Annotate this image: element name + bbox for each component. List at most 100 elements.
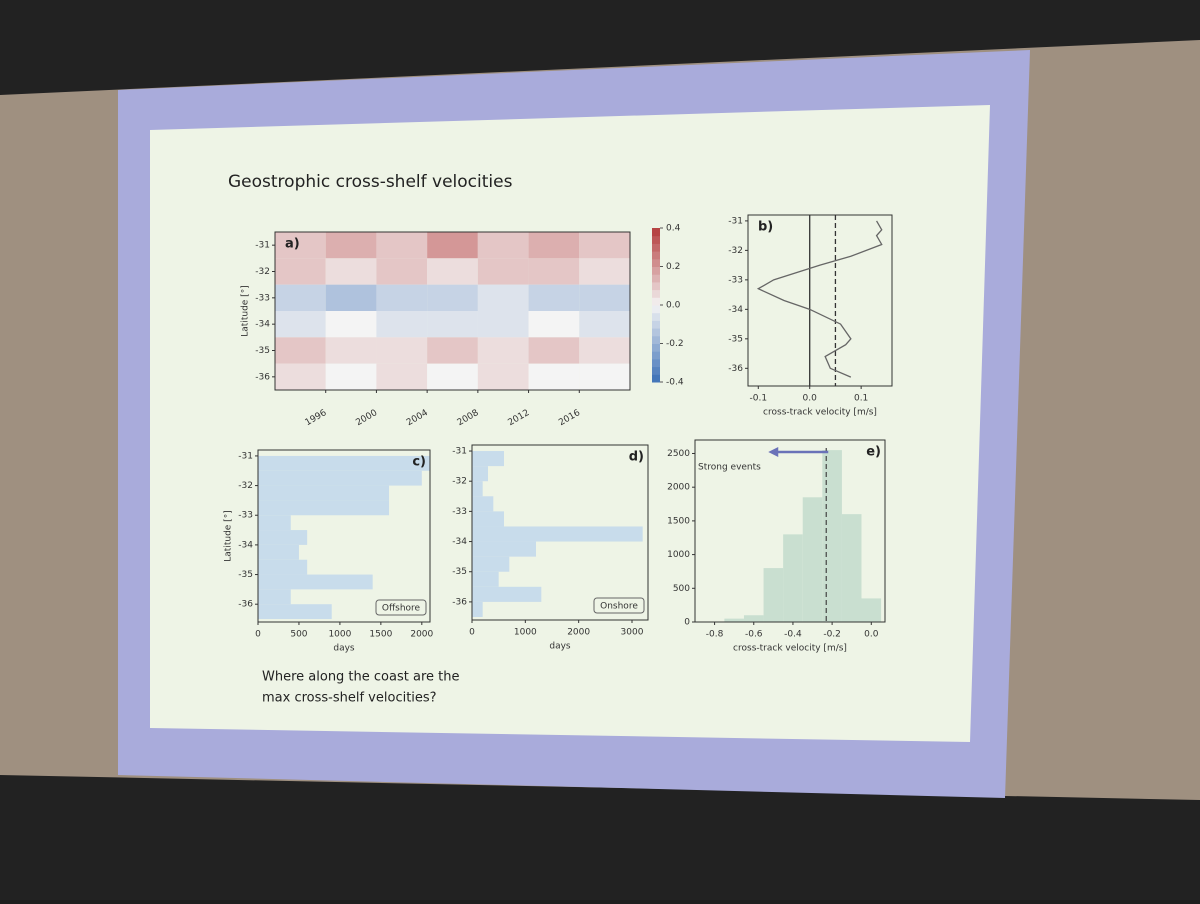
hist-bar (472, 511, 504, 527)
x-tick-label: 2000 (567, 628, 590, 638)
colorbar-step (652, 305, 660, 314)
plot-frame (694, 439, 886, 623)
y-tick-label: -36 (452, 597, 467, 607)
annotation: Strong events (698, 463, 761, 473)
hist-bar (472, 496, 494, 512)
heat-cell (427, 363, 478, 390)
colorbar-step (652, 258, 660, 267)
hist-bar (258, 470, 422, 486)
slide-title: Geostrophic cross-shelf velocities (228, 172, 513, 192)
x-tick-label: 1500 (369, 630, 392, 640)
x-axis-label: days (549, 642, 571, 652)
x-tick-label: 0 (255, 630, 261, 640)
y-tick-label: -31 (452, 447, 467, 457)
y-axis-label: Latitude [°] (241, 285, 251, 336)
heat-cell (376, 284, 428, 311)
hist-bar (258, 544, 299, 560)
y-tick-label: -31 (238, 451, 253, 461)
hist-bar (258, 515, 291, 531)
heat-cell (275, 258, 326, 285)
panel-label: b) (758, 220, 773, 235)
heat-cell (427, 258, 478, 285)
hist-bar (472, 451, 504, 467)
colorbar-step (652, 251, 660, 260)
colorbar-step (652, 366, 660, 375)
heat-cell (528, 232, 580, 259)
colorbar-step (652, 312, 660, 321)
hist-bar (472, 556, 510, 572)
colorbar-step (652, 266, 660, 275)
y-tick-label: -35 (728, 334, 743, 344)
plot-frame (471, 444, 649, 621)
hist-bar (472, 466, 488, 482)
hist-bar (258, 604, 332, 620)
heat-cell (427, 337, 478, 364)
x-tick-label: 0.1 (854, 394, 868, 404)
legend-box (375, 599, 427, 616)
colorbar-step (652, 243, 660, 252)
y-tick-label: -35 (255, 346, 270, 356)
heat-cell (477, 232, 529, 259)
heat-cell (376, 311, 428, 338)
heat-cell (325, 363, 377, 390)
y-tick-label: -36 (255, 372, 270, 382)
heat-cell (325, 232, 377, 259)
heat-cell (275, 284, 326, 311)
hist-bar (743, 615, 764, 622)
y-tick-label: -31 (255, 241, 270, 251)
heat-cell (325, 284, 377, 311)
colorbar-step (652, 235, 660, 244)
hist-bar (258, 530, 308, 545)
y-tick-label: -36 (728, 364, 743, 374)
hist-bar (783, 534, 803, 622)
heat-cell (477, 284, 529, 311)
x-tick-label: 500 (290, 630, 307, 640)
colorbar-step (652, 328, 660, 337)
colorbar-tick-label: 0.2 (666, 262, 680, 272)
x-tick-label: 3000 (621, 628, 644, 638)
colorbar-step (652, 274, 660, 283)
heat-cell (275, 232, 326, 259)
y-tick-label: -33 (238, 511, 253, 521)
arrow-head (768, 447, 779, 457)
y-tick-label: -31 (728, 216, 743, 226)
y-tick-label: 0 (684, 618, 690, 628)
heat-cell (579, 284, 630, 311)
colorbar-step (652, 320, 660, 329)
heat-cell (275, 337, 326, 364)
y-tick-label: -34 (728, 305, 743, 315)
colorbar-tick-label: 0.4 (666, 224, 681, 234)
heat-cell (427, 284, 478, 311)
hist-bar (258, 485, 390, 501)
hist-bar (472, 526, 643, 542)
heat-cell (376, 363, 428, 390)
heat-cell (275, 311, 326, 338)
y-tick-label: 1000 (667, 550, 690, 560)
hist-bar (802, 497, 823, 622)
hist-bar (258, 500, 390, 516)
heat-cell (528, 337, 580, 364)
hist-bar (472, 481, 483, 497)
legend-label: Onshore (600, 602, 638, 612)
x-tick-label: -0.6 (745, 630, 763, 640)
heat-cell (579, 363, 630, 390)
colorbar-step (652, 228, 660, 237)
colorbar-step (652, 335, 660, 344)
heat-cell (528, 311, 580, 338)
x-tick-label: 0.0 (803, 394, 818, 404)
x-tick-label: 0 (469, 628, 475, 638)
x-tick-label: -0.8 (706, 630, 724, 640)
heat-cell (528, 284, 580, 311)
y-tick-label: -33 (452, 507, 467, 517)
heat-cell (275, 363, 326, 390)
heat-cell (376, 258, 428, 285)
y-tick-label: -33 (255, 293, 270, 303)
plot-frame (257, 449, 431, 623)
x-tick-label: -0.4 (784, 630, 802, 640)
heat-cell (477, 311, 529, 338)
y-tick-label: -35 (238, 570, 253, 580)
plot-frame (747, 214, 893, 387)
heat-cell (528, 363, 580, 390)
x-axis-label: cross-track velocity [m/s] (763, 408, 877, 418)
